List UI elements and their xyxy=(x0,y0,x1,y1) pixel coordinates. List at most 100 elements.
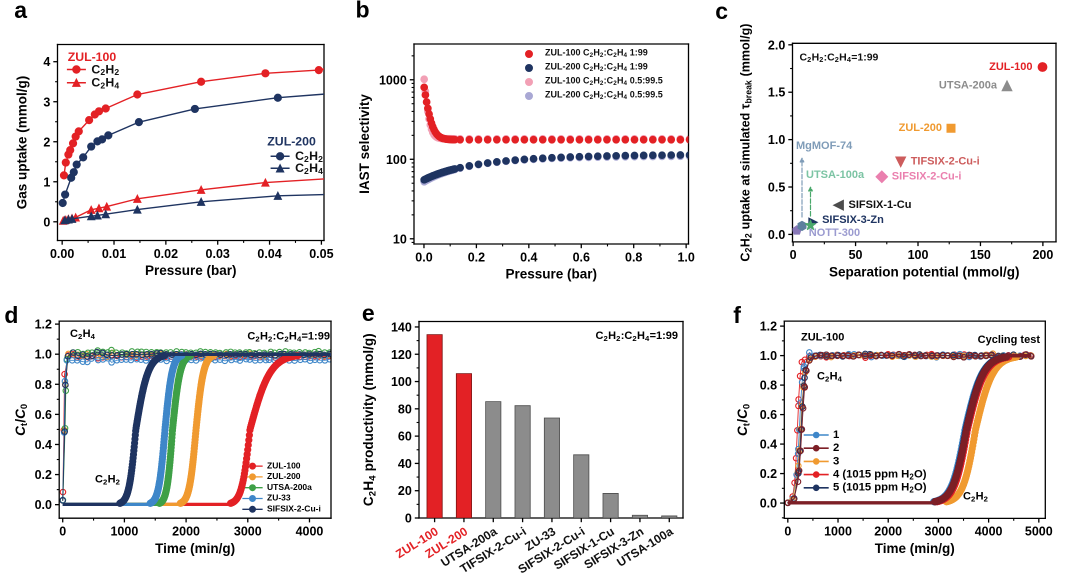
svg-text:SIFSIX-2-Cu-i: SIFSIX-2-Cu-i xyxy=(267,503,321,513)
svg-text:120: 120 xyxy=(391,348,412,362)
svg-text:Pressure (bar): Pressure (bar) xyxy=(145,263,237,278)
svg-text:SIFSIX-1-Cu: SIFSIX-1-Cu xyxy=(849,199,912,211)
svg-text:a: a xyxy=(14,0,27,23)
svg-text:0.2: 0.2 xyxy=(468,250,485,264)
svg-text:TIFSIX-2-Cu-i: TIFSIX-2-Cu-i xyxy=(911,156,980,168)
svg-text:4: 4 xyxy=(43,55,50,69)
svg-text:ZUL-100: ZUL-100 xyxy=(68,50,117,64)
svg-text:0.4: 0.4 xyxy=(520,250,537,264)
svg-text:ZUL-100: ZUL-100 xyxy=(267,460,301,470)
svg-text:60: 60 xyxy=(398,430,412,444)
svg-text:0.0: 0.0 xyxy=(415,250,432,264)
svg-text:ZU-33: ZU-33 xyxy=(267,493,291,503)
svg-text:SIFSIX-3-Zn: SIFSIX-3-Zn xyxy=(822,214,884,226)
svg-text:C H 2 2: C H 2 2 xyxy=(91,60,119,79)
svg-text:3: 3 xyxy=(833,455,839,467)
svg-text:f: f xyxy=(733,302,741,328)
svg-text:ZUL-200: ZUL-200 xyxy=(267,471,301,481)
svg-text:0.04: 0.04 xyxy=(257,247,281,261)
svg-text:d: d xyxy=(4,302,18,328)
svg-text:UTSA-100a: UTSA-100a xyxy=(806,169,865,181)
svg-text:SIFSIX-2-Cu-i: SIFSIX-2-Cu-i xyxy=(892,171,962,183)
svg-text:1.0: 1.0 xyxy=(677,250,694,264)
svg-text:1000: 1000 xyxy=(110,524,138,538)
svg-text:0.8: 0.8 xyxy=(35,378,52,392)
svg-text:Pressure (bar): Pressure (bar) xyxy=(505,267,597,282)
svg-text:5 ( 1: 5 ( 1 0 1 5 p p m H O ) 2 xyxy=(833,478,931,495)
svg-text:Z U L -: Z U L - 2 0 0 C H : C H 0 . 5 : 9 9 . 5 … xyxy=(545,85,667,103)
svg-text:2: 2 xyxy=(833,442,839,454)
svg-text:10: 10 xyxy=(393,232,407,246)
svg-text:0.2: 0.2 xyxy=(35,468,52,482)
svg-text:b: b xyxy=(356,0,370,22)
svg-text:Cycling test: Cycling test xyxy=(978,334,1041,346)
svg-text:C H : C: C H : C H = 1 : 9 9 2 2 2 4 xyxy=(247,327,334,346)
svg-text:C C t 0: C C t 0 / xyxy=(734,399,753,435)
svg-text:0.03: 0.03 xyxy=(206,247,230,261)
svg-text:1: 1 xyxy=(43,175,50,189)
svg-text:4 ( 1: 4 ( 1 0 1 5 p p m H O ) 2 xyxy=(833,465,931,482)
svg-text:100: 100 xyxy=(386,153,407,167)
svg-text:C H 2 2: C H 2 2 xyxy=(95,470,120,489)
svg-text:0.8: 0.8 xyxy=(625,250,642,264)
svg-text:4000: 4000 xyxy=(296,524,324,538)
svg-text:UTSA-200a: UTSA-200a xyxy=(939,80,998,92)
svg-text:3000: 3000 xyxy=(234,524,262,538)
svg-text:3: 3 xyxy=(43,95,50,109)
svg-text:ZUL-200: ZUL-200 xyxy=(899,122,942,134)
svg-text:5000: 5000 xyxy=(1025,525,1053,539)
svg-text:1.2: 1.2 xyxy=(760,320,777,334)
svg-text:ZUL-200: ZUL-200 xyxy=(267,134,316,148)
svg-text:C H 2 4: C H 2 4 xyxy=(91,74,119,93)
svg-text:0.2: 0.2 xyxy=(760,467,777,481)
svg-text:100: 100 xyxy=(391,375,412,389)
svg-text:0: 0 xyxy=(790,248,797,262)
svg-text:NOTT-300: NOTT-300 xyxy=(809,227,860,239)
svg-text:C H 2 2: C H 2 2 xyxy=(295,147,323,166)
svg-text:IAST selectivity: IAST selectivity xyxy=(357,94,372,194)
svg-text:2: 2 xyxy=(43,135,50,149)
svg-text:0.6: 0.6 xyxy=(35,408,52,422)
svg-text:0.4: 0.4 xyxy=(35,438,52,452)
svg-text:1.5: 1.5 xyxy=(768,86,785,100)
svg-text:1.2: 1.2 xyxy=(35,318,52,332)
svg-text:C H u: C H u p t a k e a t s i m u l a t e d xyxy=(737,19,756,261)
svg-text:C C t 0: C C t 0 / xyxy=(12,399,31,435)
svg-text:Z U L -: Z U L - 1 0 0 C H : C H 1 : 9 9 2 2 2 4 xyxy=(545,43,652,61)
svg-text:Time (min/g): Time (min/g) xyxy=(875,541,955,556)
svg-text:0.02: 0.02 xyxy=(154,247,178,261)
svg-text:100: 100 xyxy=(908,248,929,262)
svg-text:0: 0 xyxy=(43,215,50,229)
svg-text:C H 2 2: C H 2 2 xyxy=(963,487,988,506)
svg-text:c: c xyxy=(715,0,728,24)
svg-text:Gas uptake (mmol/g): Gas uptake (mmol/g) xyxy=(14,76,29,210)
svg-text:UTSA-200a: UTSA-200a xyxy=(267,482,312,492)
svg-text:3000: 3000 xyxy=(925,525,953,539)
svg-text:2000: 2000 xyxy=(874,525,902,539)
svg-text:1000: 1000 xyxy=(824,525,852,539)
svg-text:80: 80 xyxy=(398,402,412,416)
svg-text:2.0: 2.0 xyxy=(768,38,785,52)
svg-text:0.6: 0.6 xyxy=(573,250,590,264)
svg-text:Z U L -: Z U L - 2 0 0 C H : C H 1 : 9 9 2 2 2 4 xyxy=(545,57,652,75)
svg-text:C H p: C H p r o d u c t i v i t y ( m m o l / … xyxy=(360,329,379,506)
svg-text:0.00: 0.00 xyxy=(50,247,74,261)
svg-text:0.0: 0.0 xyxy=(760,497,777,511)
svg-text:0.05: 0.05 xyxy=(309,247,333,261)
svg-text:0: 0 xyxy=(405,512,412,526)
svg-text:40: 40 xyxy=(398,457,412,471)
svg-text:MgMOF-74: MgMOF-74 xyxy=(796,140,853,152)
svg-text:ZUL-100: ZUL-100 xyxy=(801,331,844,343)
svg-text:0.4: 0.4 xyxy=(760,438,777,452)
svg-text:ZUL-100: ZUL-100 xyxy=(989,61,1032,73)
svg-text:0.6: 0.6 xyxy=(760,408,777,422)
svg-text:0.01: 0.01 xyxy=(102,247,126,261)
svg-text:1.0: 1.0 xyxy=(35,348,52,362)
svg-text:C H : C: C H : C H = 1 : 9 9 2 2 2 4 xyxy=(800,47,883,66)
svg-text:0.0: 0.0 xyxy=(768,228,785,242)
svg-text:0.8: 0.8 xyxy=(760,379,777,393)
svg-text:0.0: 0.0 xyxy=(35,498,52,512)
svg-text:0: 0 xyxy=(784,525,791,539)
svg-text:1.0: 1.0 xyxy=(768,133,785,147)
svg-text:e: e xyxy=(362,300,375,326)
